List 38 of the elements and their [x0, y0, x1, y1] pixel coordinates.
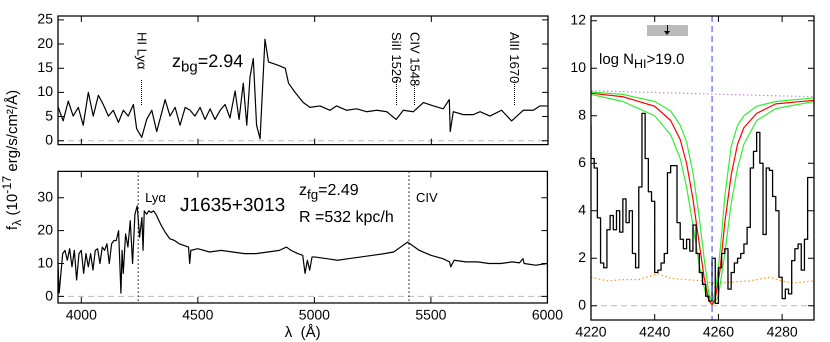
y-tick-label: 20	[37, 221, 54, 238]
y-tick-label: 0	[45, 287, 54, 304]
y-tick-label: 10	[37, 83, 54, 100]
x-tick-label: 4000	[66, 306, 98, 322]
x-tick-label: 4260	[702, 323, 734, 340]
annotation: CIV 1548	[407, 32, 422, 86]
annotation: z$_{bg}$=2.94	[172, 51, 244, 76]
y-tick-label: 15	[37, 59, 54, 76]
ref-line-label: Lyα	[145, 190, 166, 205]
y-tick-label: 2	[578, 249, 586, 266]
x-tick-label: 4280	[766, 323, 798, 340]
y-tick-label: 12	[570, 12, 586, 28]
annotation: J1635+3013	[180, 195, 286, 217]
x-tick-label: 5500	[415, 306, 447, 322]
x-tick-label: 4240	[639, 323, 670, 340]
y-tick-label: 20	[37, 34, 54, 51]
ref-line-label: CIV	[416, 190, 438, 205]
annotation: log N$_{HI}$>19.0	[599, 51, 684, 72]
annotation: AlII 1670	[506, 32, 522, 84]
x-tick-label: 6000	[532, 306, 564, 322]
y-tick-label: 0	[45, 132, 54, 148]
y-tick-label: 30	[37, 188, 54, 205]
y-tick-label: 10	[570, 59, 586, 76]
x-tick-label: 4220	[575, 323, 607, 340]
y-tick-label: 25	[37, 10, 54, 27]
x-tick-label: 4500	[182, 306, 214, 322]
y-tick-label: 6	[578, 154, 586, 170]
y-tick-label: 8	[578, 106, 586, 123]
y-tick-label: 10	[37, 254, 54, 270]
y-tick-label: 4	[578, 202, 586, 218]
y-tick-label: 5	[45, 107, 54, 124]
x-tick-label: 5000	[298, 306, 330, 322]
annotation: z$_{fg}$=2.49	[299, 182, 359, 203]
annotation: SiII 1526	[388, 32, 404, 84]
annotation: HI Lyα	[134, 32, 150, 70]
y-tick-label: 0	[578, 296, 586, 313]
x-axis-title: λ (Å)	[284, 323, 321, 342]
annotation: R =532 kpc/h	[299, 209, 394, 227]
